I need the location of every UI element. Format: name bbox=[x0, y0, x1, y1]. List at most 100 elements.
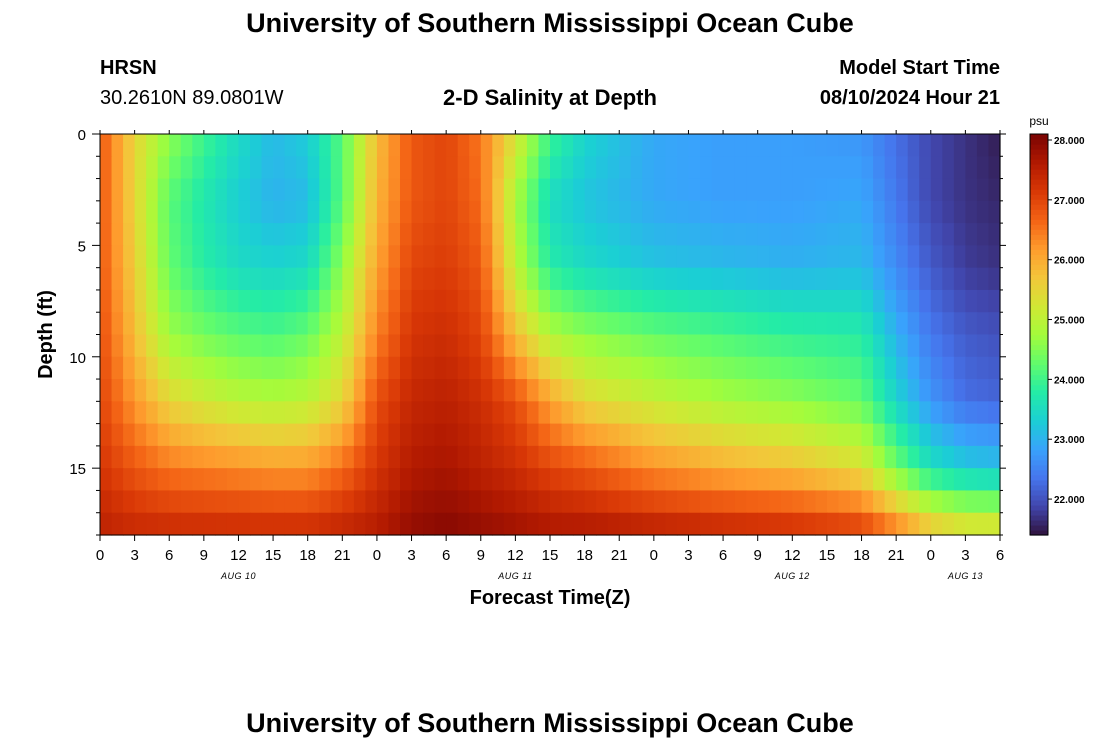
heatmap-cell bbox=[480, 200, 493, 224]
heatmap-cell bbox=[250, 334, 263, 358]
heatmap-cell bbox=[342, 356, 355, 380]
heatmap-cell bbox=[953, 267, 966, 291]
heatmap-cell bbox=[873, 468, 886, 492]
heatmap-cell bbox=[457, 245, 470, 269]
heatmap-cell bbox=[284, 356, 297, 380]
heatmap-cell bbox=[976, 156, 990, 180]
heatmap-cell bbox=[850, 379, 863, 402]
colorbar-segment bbox=[1030, 159, 1048, 165]
heatmap-cell bbox=[596, 245, 609, 269]
heatmap-cell bbox=[676, 423, 690, 447]
heatmap-cell bbox=[319, 289, 332, 313]
heatmap-cell bbox=[757, 445, 770, 469]
heatmap-cell bbox=[480, 445, 493, 469]
heatmap-cell bbox=[330, 401, 343, 425]
heatmap-cell bbox=[238, 245, 251, 269]
heatmap-cell bbox=[203, 245, 216, 269]
heatmap-cell bbox=[861, 156, 874, 180]
heatmap-cell bbox=[907, 245, 920, 269]
heatmap-cell bbox=[630, 379, 643, 402]
heatmap-cell bbox=[411, 423, 424, 447]
heatmap-cell bbox=[838, 134, 851, 157]
heatmap-cell bbox=[803, 289, 816, 313]
heatmap-cell bbox=[423, 267, 436, 291]
heatmap-cell bbox=[780, 245, 793, 269]
heatmap-cell bbox=[365, 134, 378, 157]
heatmap-cell bbox=[400, 468, 413, 492]
heatmap-cell bbox=[746, 512, 759, 536]
heatmap-cell bbox=[596, 134, 609, 157]
heatmap-cell bbox=[596, 401, 609, 425]
heatmap-cell bbox=[423, 490, 436, 514]
heatmap-cell bbox=[826, 356, 840, 380]
heatmap-cell bbox=[642, 490, 655, 514]
heatmap-cell bbox=[111, 200, 124, 224]
heatmap-cell bbox=[423, 401, 436, 425]
heatmap-cell bbox=[480, 490, 493, 514]
heatmap-cell bbox=[734, 245, 747, 269]
colorbar-segment bbox=[1030, 209, 1048, 215]
heatmap-cell bbox=[376, 245, 390, 269]
heatmap-cell bbox=[226, 312, 240, 336]
heatmap-cell bbox=[376, 267, 390, 291]
heatmap-cell bbox=[734, 334, 747, 358]
heatmap-cell bbox=[134, 289, 147, 313]
heatmap-cell bbox=[446, 178, 459, 202]
heatmap-cell bbox=[953, 223, 966, 246]
heatmap-cell bbox=[400, 134, 413, 157]
heatmap-cell bbox=[700, 334, 713, 358]
heatmap-cell bbox=[400, 267, 413, 291]
heatmap-cell bbox=[976, 245, 990, 269]
heatmap-cell bbox=[296, 379, 309, 402]
heatmap-cell bbox=[469, 289, 482, 313]
heatmap-cell bbox=[711, 468, 724, 492]
heatmap-cell bbox=[976, 134, 990, 157]
heatmap-cell bbox=[123, 200, 136, 224]
heatmap-cell bbox=[307, 200, 320, 224]
heatmap-cell bbox=[607, 490, 620, 514]
heatmap-cell bbox=[134, 512, 147, 536]
heatmap-cell bbox=[480, 356, 493, 380]
heatmap-cell bbox=[353, 223, 366, 246]
heatmap-cell bbox=[873, 312, 886, 336]
heatmap-cell bbox=[515, 490, 528, 514]
heatmap-cell bbox=[400, 490, 413, 514]
heatmap-cell bbox=[469, 490, 482, 514]
heatmap-cell bbox=[838, 223, 851, 246]
heatmap-cell bbox=[388, 245, 401, 269]
heatmap-cell bbox=[515, 423, 528, 447]
heatmap-cell bbox=[769, 134, 782, 157]
x-tick-label: 0 bbox=[373, 547, 381, 564]
heatmap-cell bbox=[342, 512, 355, 536]
heatmap-cell bbox=[746, 490, 759, 514]
heatmap-cell bbox=[307, 289, 320, 313]
heatmap-cell bbox=[100, 289, 113, 313]
heatmap-cell bbox=[480, 178, 493, 202]
heatmap-cell bbox=[965, 401, 978, 425]
heatmap-cell bbox=[180, 267, 193, 291]
heatmap-cell bbox=[526, 334, 540, 358]
heatmap-cell bbox=[203, 334, 216, 358]
heatmap-cell bbox=[734, 445, 747, 469]
heatmap-cell bbox=[976, 267, 990, 291]
heatmap-cell bbox=[469, 468, 482, 492]
heatmap-cell bbox=[319, 401, 332, 425]
heatmap-cell bbox=[573, 379, 586, 402]
heatmap-cell bbox=[850, 312, 863, 336]
heatmap-cell bbox=[838, 312, 851, 336]
heatmap-cell bbox=[250, 200, 263, 224]
heatmap-cell bbox=[688, 512, 701, 536]
heatmap-cell bbox=[250, 356, 263, 380]
heatmap-cell bbox=[676, 267, 690, 291]
heatmap-cell bbox=[100, 312, 113, 336]
heatmap-cell bbox=[653, 445, 666, 469]
heatmap-cell bbox=[723, 490, 736, 514]
heatmap-cell bbox=[296, 490, 309, 514]
heatmap-cell bbox=[388, 178, 401, 202]
colorbar-segment bbox=[1030, 144, 1048, 150]
heatmap-cell bbox=[826, 200, 840, 224]
heatmap-cell bbox=[653, 156, 666, 180]
heatmap-cell bbox=[746, 223, 759, 246]
heatmap-cell bbox=[146, 267, 159, 291]
heatmap-cell bbox=[988, 312, 1001, 336]
